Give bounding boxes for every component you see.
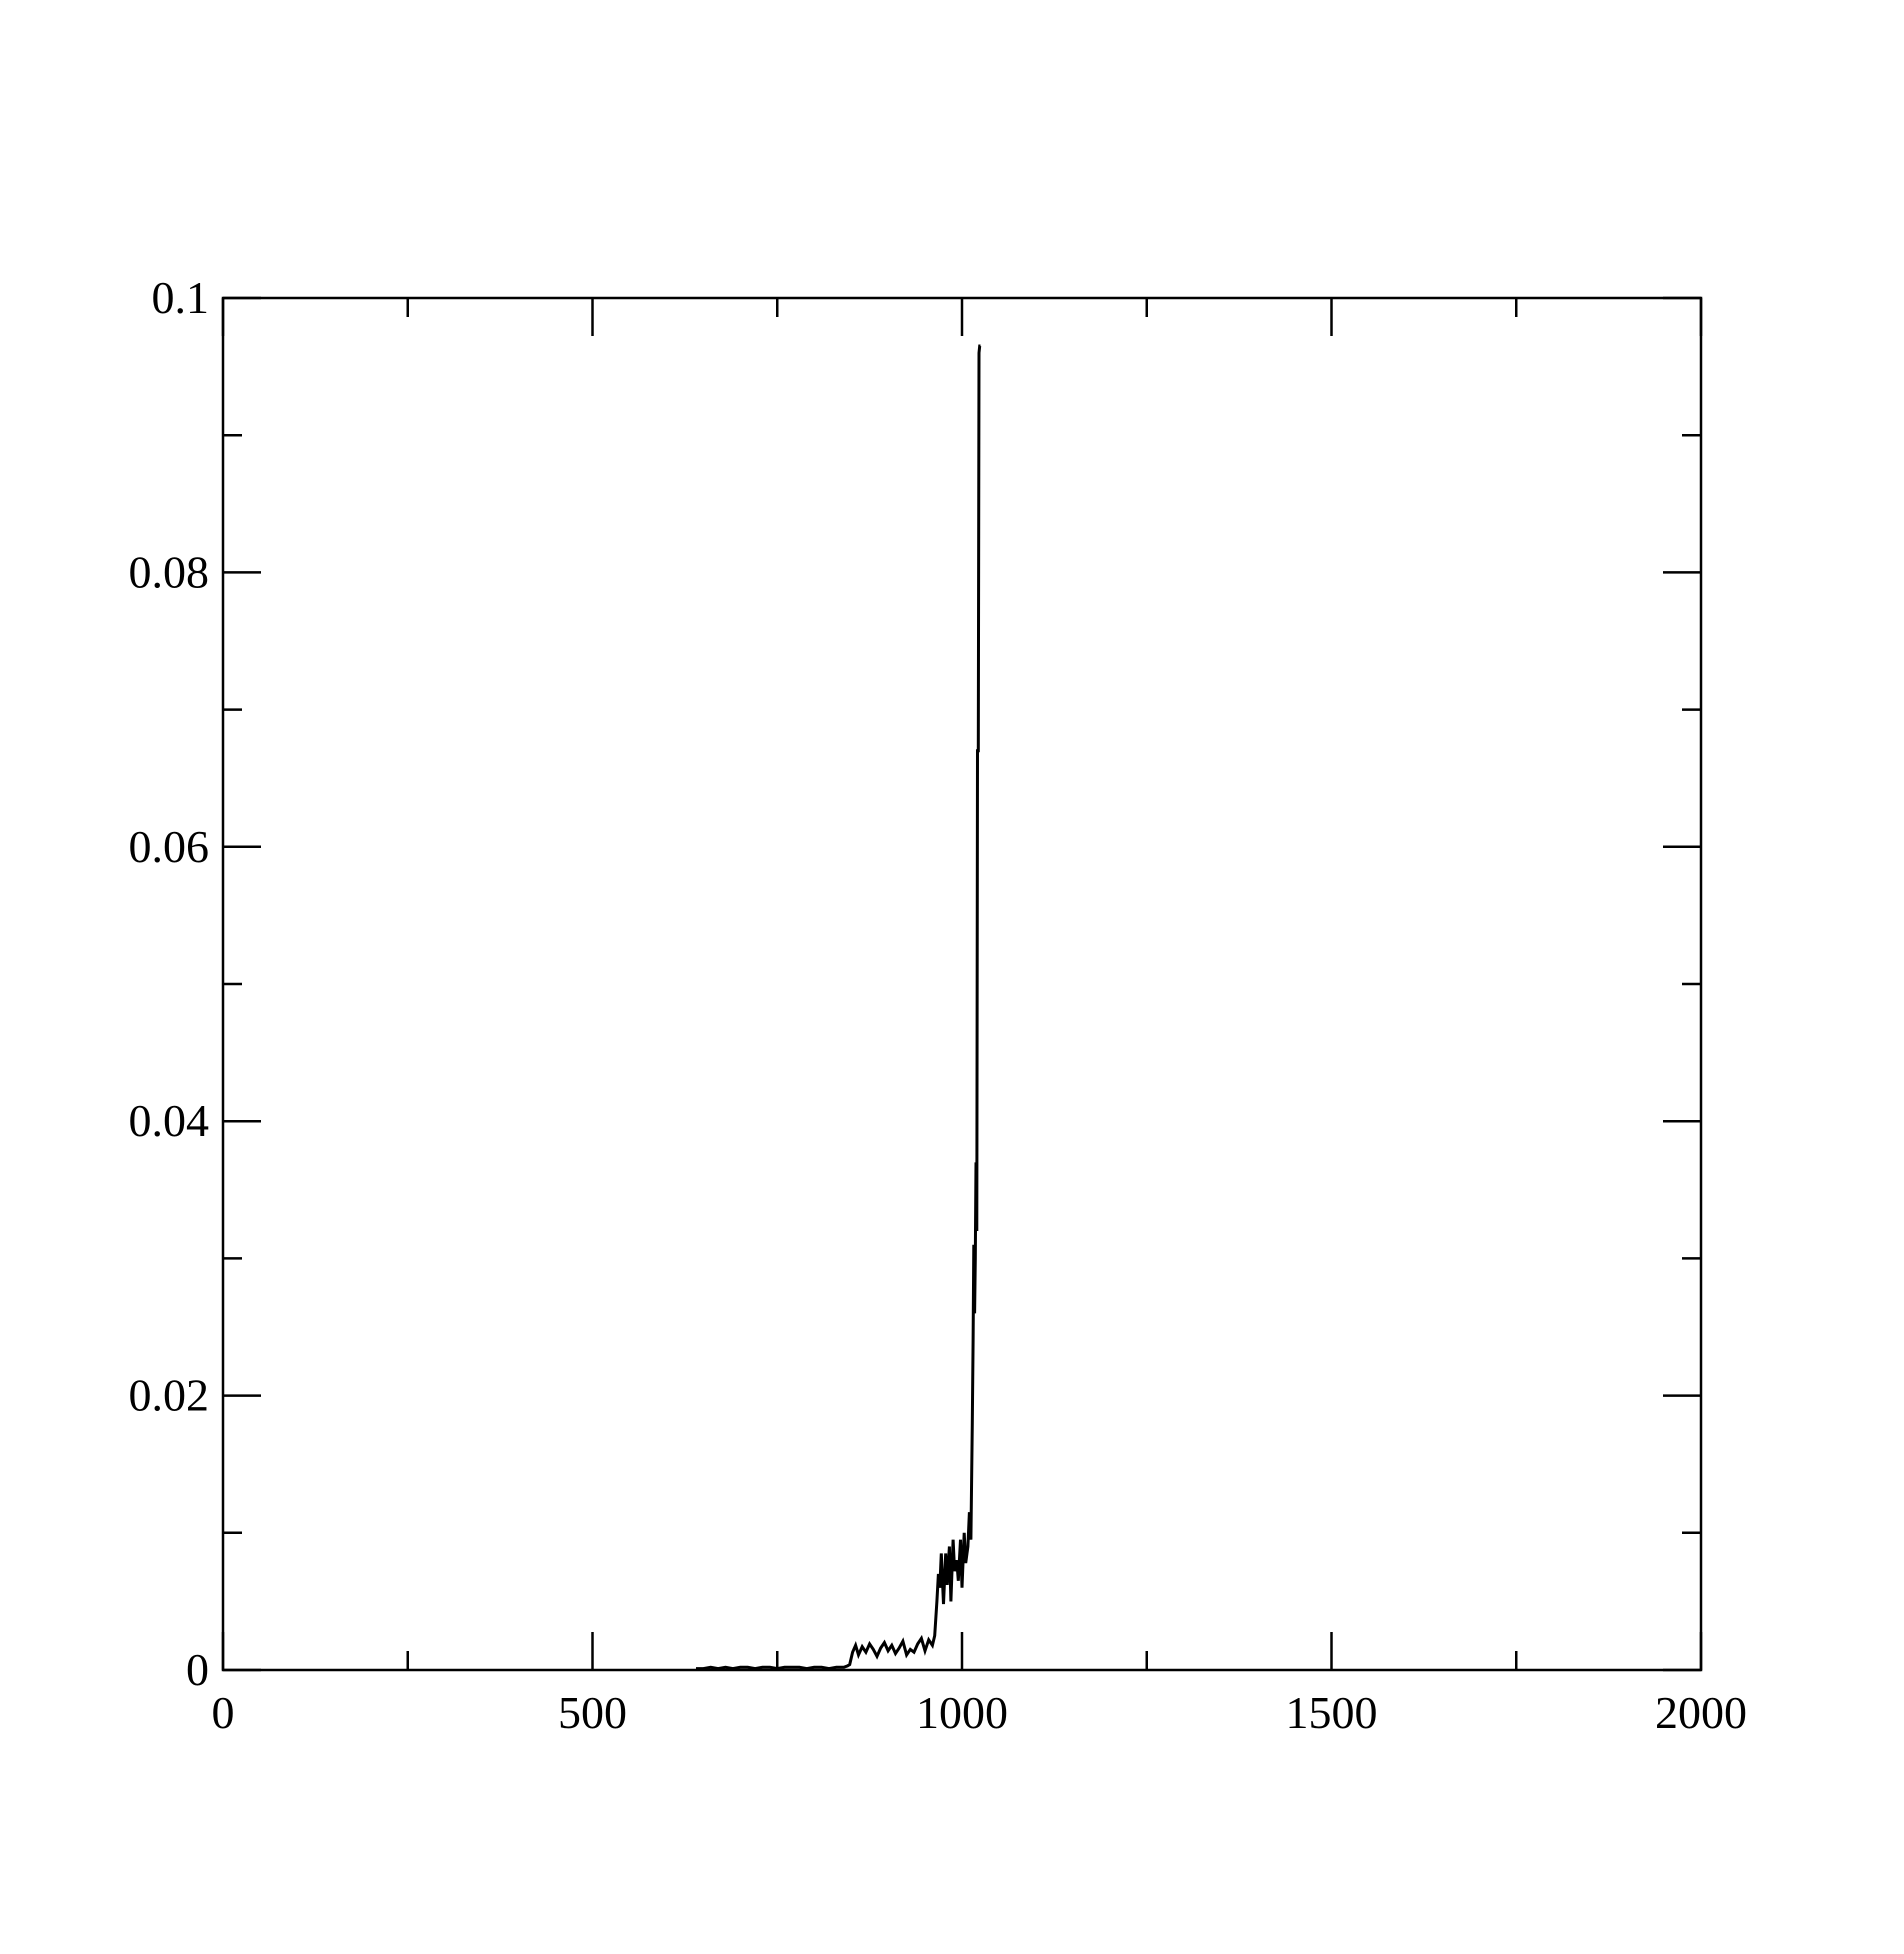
x-tick-label: 0 — [212, 1687, 235, 1738]
x-tick-label: 2000 — [1655, 1687, 1747, 1738]
y-tick-label: 0.1 — [152, 272, 210, 323]
plot-frame — [221, 296, 1703, 1672]
y-tick-label: 0.08 — [129, 546, 210, 597]
x-tick-label: 500 — [558, 1687, 627, 1738]
x-axis-labels: 0 500 1000 1500 2000 — [212, 1687, 1748, 1738]
series-line — [696, 344, 982, 1671]
y-tick-label: 0.06 — [129, 821, 210, 872]
y-tick-label: 0.02 — [129, 1370, 210, 1421]
axis-ticks — [221, 296, 1703, 1672]
y-axis-labels: 0 0.02 0.04 0.06 0.08 0.1 — [129, 272, 210, 1695]
y-tick-label: 0.04 — [129, 1095, 210, 1146]
x-tick-label: 1000 — [916, 1687, 1008, 1738]
x-tick-label: 1500 — [1286, 1687, 1378, 1738]
y-tick-label: 0 — [186, 1644, 209, 1695]
